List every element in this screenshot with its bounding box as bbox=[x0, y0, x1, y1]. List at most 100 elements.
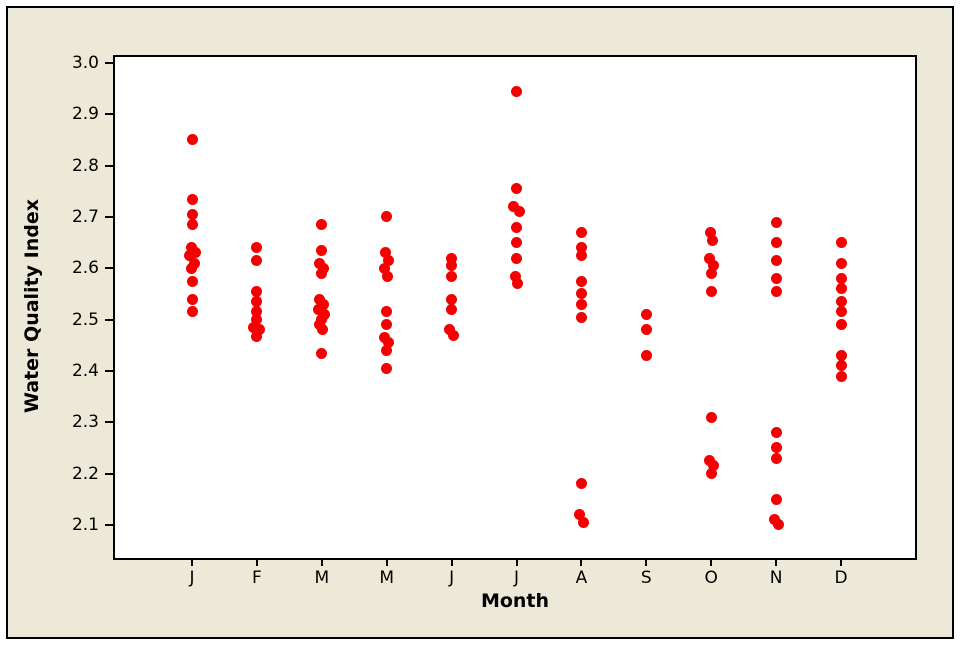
x-tick-mark bbox=[450, 558, 453, 566]
data-point bbox=[705, 411, 717, 423]
data-point bbox=[251, 306, 263, 318]
data-point bbox=[835, 370, 847, 382]
data-point bbox=[186, 293, 198, 305]
x-tick-mark bbox=[320, 558, 323, 566]
y-tick-label: 2.1 bbox=[71, 514, 99, 535]
data-point bbox=[183, 249, 195, 261]
data-point bbox=[770, 216, 782, 228]
data-point bbox=[380, 247, 392, 259]
data-point bbox=[511, 221, 522, 233]
data-point bbox=[770, 237, 782, 249]
data-point bbox=[316, 267, 328, 279]
data-point bbox=[577, 516, 589, 528]
data-point bbox=[835, 273, 847, 285]
data-point bbox=[640, 350, 652, 362]
x-tick-label: J bbox=[449, 568, 455, 588]
data-point bbox=[835, 237, 847, 249]
data-point bbox=[446, 293, 458, 305]
x-tick-mark bbox=[710, 558, 713, 566]
x-tick-mark bbox=[645, 558, 648, 566]
x-tick-label: J bbox=[513, 568, 519, 588]
y-tick-mark bbox=[105, 369, 113, 372]
data-point bbox=[640, 324, 652, 336]
x-axis-title: Month bbox=[480, 590, 550, 612]
data-point bbox=[381, 306, 393, 318]
data-point bbox=[316, 347, 328, 359]
data-point bbox=[575, 226, 587, 238]
x-tick-mark bbox=[255, 558, 258, 566]
data-point bbox=[707, 460, 719, 472]
data-point bbox=[189, 247, 201, 259]
data-point bbox=[835, 283, 847, 295]
x-tick-mark bbox=[775, 558, 778, 566]
data-point bbox=[770, 255, 782, 267]
data-point bbox=[511, 237, 522, 249]
data-point bbox=[381, 211, 393, 223]
y-tick-label: 2.6 bbox=[71, 258, 99, 279]
data-point bbox=[770, 273, 782, 285]
data-point bbox=[511, 85, 522, 97]
data-point bbox=[381, 319, 393, 331]
data-point bbox=[575, 275, 587, 287]
data-point bbox=[575, 242, 587, 254]
data-point bbox=[640, 309, 652, 321]
data-point bbox=[446, 270, 458, 282]
y-tick-label: 2.4 bbox=[71, 360, 99, 381]
data-point bbox=[575, 288, 587, 300]
data-point bbox=[770, 493, 782, 505]
y-tick-mark bbox=[105, 113, 113, 116]
y-tick-label: 2.8 bbox=[71, 155, 99, 176]
data-point bbox=[703, 252, 715, 264]
data-point bbox=[316, 244, 328, 256]
y-tick-label: 3.0 bbox=[71, 53, 99, 73]
y-tick-label: 2.9 bbox=[71, 104, 99, 125]
y-tick-mark bbox=[105, 318, 113, 321]
data-point bbox=[835, 360, 847, 372]
x-tick-label: M bbox=[379, 568, 395, 588]
data-point bbox=[835, 319, 847, 331]
x-tick-mark bbox=[840, 558, 842, 566]
data-point bbox=[316, 219, 328, 231]
x-tick-label: J bbox=[189, 568, 195, 588]
data-point bbox=[770, 427, 782, 439]
data-point bbox=[772, 519, 784, 531]
y-tick-mark bbox=[105, 267, 113, 270]
data-point bbox=[512, 278, 523, 290]
data-point bbox=[511, 183, 522, 195]
data-point bbox=[448, 329, 460, 341]
x-tick-mark bbox=[385, 558, 388, 566]
y-tick-mark bbox=[105, 164, 113, 167]
data-point bbox=[186, 134, 198, 146]
data-point bbox=[575, 311, 587, 323]
data-point bbox=[186, 219, 198, 231]
data-point bbox=[383, 337, 395, 349]
data-point bbox=[254, 324, 266, 336]
y-tick-label: 2.3 bbox=[71, 412, 99, 433]
data-point bbox=[770, 442, 782, 454]
x-tick-mark bbox=[191, 558, 193, 566]
y-tick-mark bbox=[105, 421, 113, 424]
data-point bbox=[705, 285, 717, 297]
data-point bbox=[705, 267, 717, 279]
x-tick-label: O bbox=[704, 568, 718, 588]
data-point bbox=[317, 324, 329, 336]
data-point bbox=[383, 255, 395, 267]
data-point bbox=[705, 468, 717, 480]
x-tick-label: A bbox=[575, 568, 588, 588]
data-point bbox=[251, 242, 263, 254]
y-tick-mark bbox=[105, 472, 113, 475]
data-point bbox=[575, 478, 587, 490]
x-tick-label: D bbox=[834, 568, 848, 588]
data-point bbox=[514, 206, 525, 218]
data-point bbox=[835, 350, 847, 362]
data-point bbox=[251, 314, 263, 326]
data-point bbox=[186, 193, 198, 205]
data-point bbox=[573, 509, 585, 521]
data-point bbox=[835, 306, 847, 318]
x-tick-label: S bbox=[640, 568, 652, 588]
data-point bbox=[251, 285, 263, 297]
y-tick-label: 2.5 bbox=[71, 309, 99, 330]
data-point bbox=[248, 321, 260, 333]
y-tick-label: 2.2 bbox=[71, 463, 99, 484]
